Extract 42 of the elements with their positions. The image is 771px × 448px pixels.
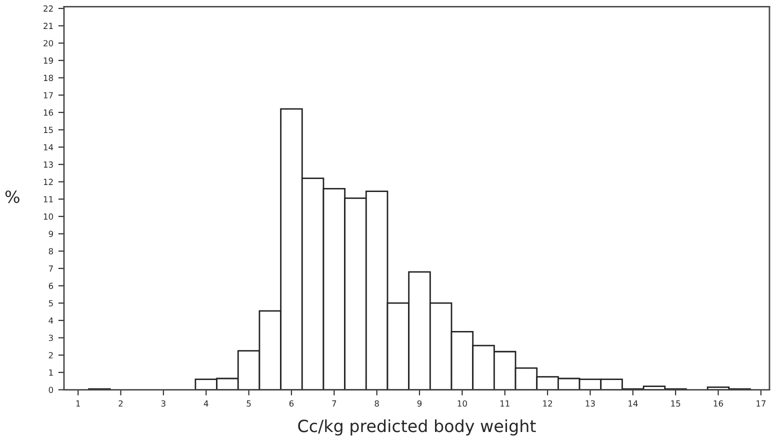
- x-tick-label: 17: [756, 400, 766, 407]
- y-tick-label: 16: [44, 109, 54, 116]
- y-tick-label: 9: [48, 230, 53, 238]
- x-tick-label: 6: [289, 400, 294, 407]
- y-tick-label: 8: [48, 248, 54, 254]
- y-tick-label: 22: [44, 5, 53, 12]
- y-tick-label: 3: [48, 334, 53, 342]
- y-tick-label: 20: [44, 40, 54, 46]
- y-tick-label: 7: [48, 266, 53, 272]
- y-tick-label: 0: [48, 386, 54, 394]
- y-tick-label: 10: [44, 213, 54, 220]
- x-tick-label: 8: [374, 400, 379, 407]
- y-tick-label: 1: [49, 370, 53, 376]
- y-tick-label: 6: [48, 282, 54, 290]
- y-tick-label: 15: [44, 126, 53, 134]
- y-tick-label: 21: [44, 22, 53, 29]
- x-tick-label: 3: [161, 400, 166, 407]
- x-tick-label: 2: [118, 400, 123, 407]
- x-tick-label: 5: [246, 400, 251, 407]
- y-tick-label: 4: [48, 318, 54, 324]
- x-tick-label: 11: [500, 400, 510, 407]
- y-tick-label: 19: [44, 57, 53, 64]
- y-tick-label: 13: [44, 161, 53, 168]
- y-tick-label: 5: [48, 300, 53, 306]
- x-tick-label: 13: [586, 400, 595, 407]
- y-axis-title: %: [5, 190, 20, 204]
- y-tick-label: 17: [44, 92, 53, 98]
- x-tick-label: 9: [417, 400, 422, 407]
- y-tick-label: 18: [44, 74, 54, 82]
- x-tick-label: 7: [332, 400, 336, 407]
- y-tick-label: 2: [48, 352, 53, 358]
- y-tick-label: 12: [44, 178, 53, 185]
- x-tick-label: 16: [714, 400, 724, 407]
- x-tick-label: 1: [76, 400, 80, 407]
- x-tick-label: 12: [543, 400, 552, 407]
- y-tick-label: 14: [44, 144, 54, 150]
- x-tick-label: 14: [628, 400, 638, 407]
- x-axis-title: Cc/kg predicted body weight: [298, 419, 536, 436]
- x-tick-label: 10: [458, 400, 467, 407]
- x-tick-label: 15: [671, 400, 680, 407]
- y-tick-label: 11: [44, 196, 53, 202]
- x-tick-label: 4: [204, 400, 208, 407]
